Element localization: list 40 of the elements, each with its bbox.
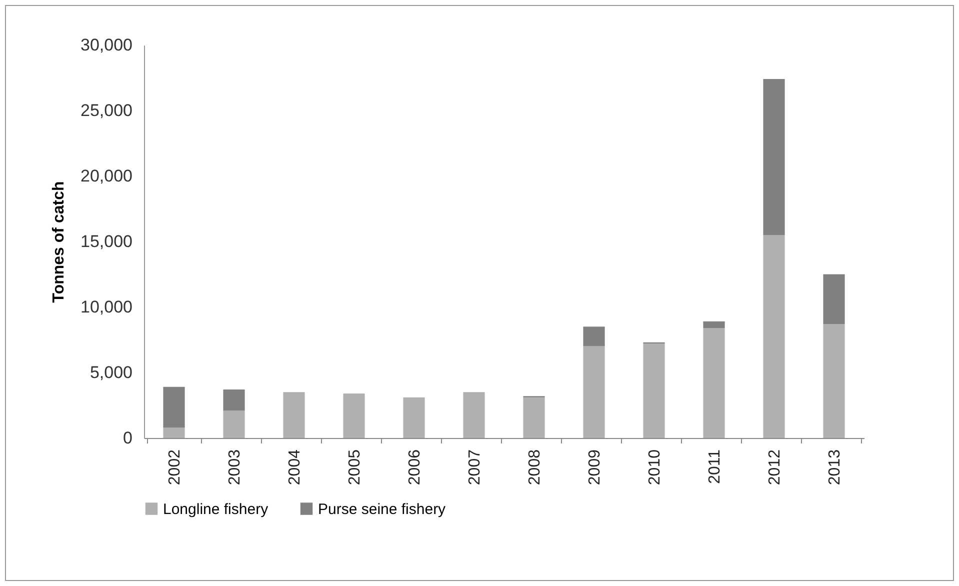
x-tick-label: 2003 bbox=[226, 449, 244, 486]
bar bbox=[223, 410, 245, 438]
x-tick-label: 2005 bbox=[346, 449, 364, 486]
legend-label: Longline fishery bbox=[163, 500, 269, 518]
bar bbox=[463, 392, 485, 438]
x-tick-label: 2008 bbox=[526, 449, 544, 486]
bar bbox=[163, 428, 185, 438]
bar bbox=[823, 324, 845, 438]
y-tick-label: 0 bbox=[123, 428, 132, 448]
y-tick-label: 15,000 bbox=[80, 232, 132, 251]
y-tick-label: 30,000 bbox=[80, 36, 132, 54]
bar bbox=[763, 234, 785, 438]
legend-label: Purse seine fishery bbox=[318, 500, 446, 518]
x-tick-label: 2009 bbox=[586, 449, 604, 486]
bar bbox=[583, 346, 605, 438]
x-tick-label: 2004 bbox=[286, 449, 304, 486]
x-tick-label: 2007 bbox=[466, 449, 484, 486]
bar bbox=[403, 397, 425, 438]
x-tick-label: 2006 bbox=[406, 449, 424, 486]
x-tick-label: 2010 bbox=[646, 449, 664, 486]
bar bbox=[223, 390, 245, 410]
bar bbox=[763, 79, 785, 235]
y-tick-label: 20,000 bbox=[80, 166, 132, 186]
bar bbox=[583, 326, 605, 346]
bar bbox=[283, 392, 305, 438]
bar bbox=[703, 328, 725, 438]
y-tick-label: 25,000 bbox=[80, 101, 132, 120]
y-tick-label: 5,000 bbox=[90, 363, 132, 382]
bar bbox=[343, 393, 365, 438]
bar bbox=[643, 344, 665, 438]
bar bbox=[823, 274, 845, 324]
bar bbox=[163, 386, 185, 428]
y-tick-label: 10,000 bbox=[80, 298, 132, 316]
x-tick-label: 2011 bbox=[706, 449, 724, 484]
bar bbox=[703, 321, 725, 328]
x-tick-label: 2013 bbox=[826, 449, 844, 486]
x-tick-label: 2012 bbox=[766, 449, 784, 486]
y-axis-title: Tonnes of catch bbox=[50, 181, 68, 303]
x-tick-label: 2002 bbox=[166, 449, 184, 486]
bar bbox=[523, 397, 545, 438]
